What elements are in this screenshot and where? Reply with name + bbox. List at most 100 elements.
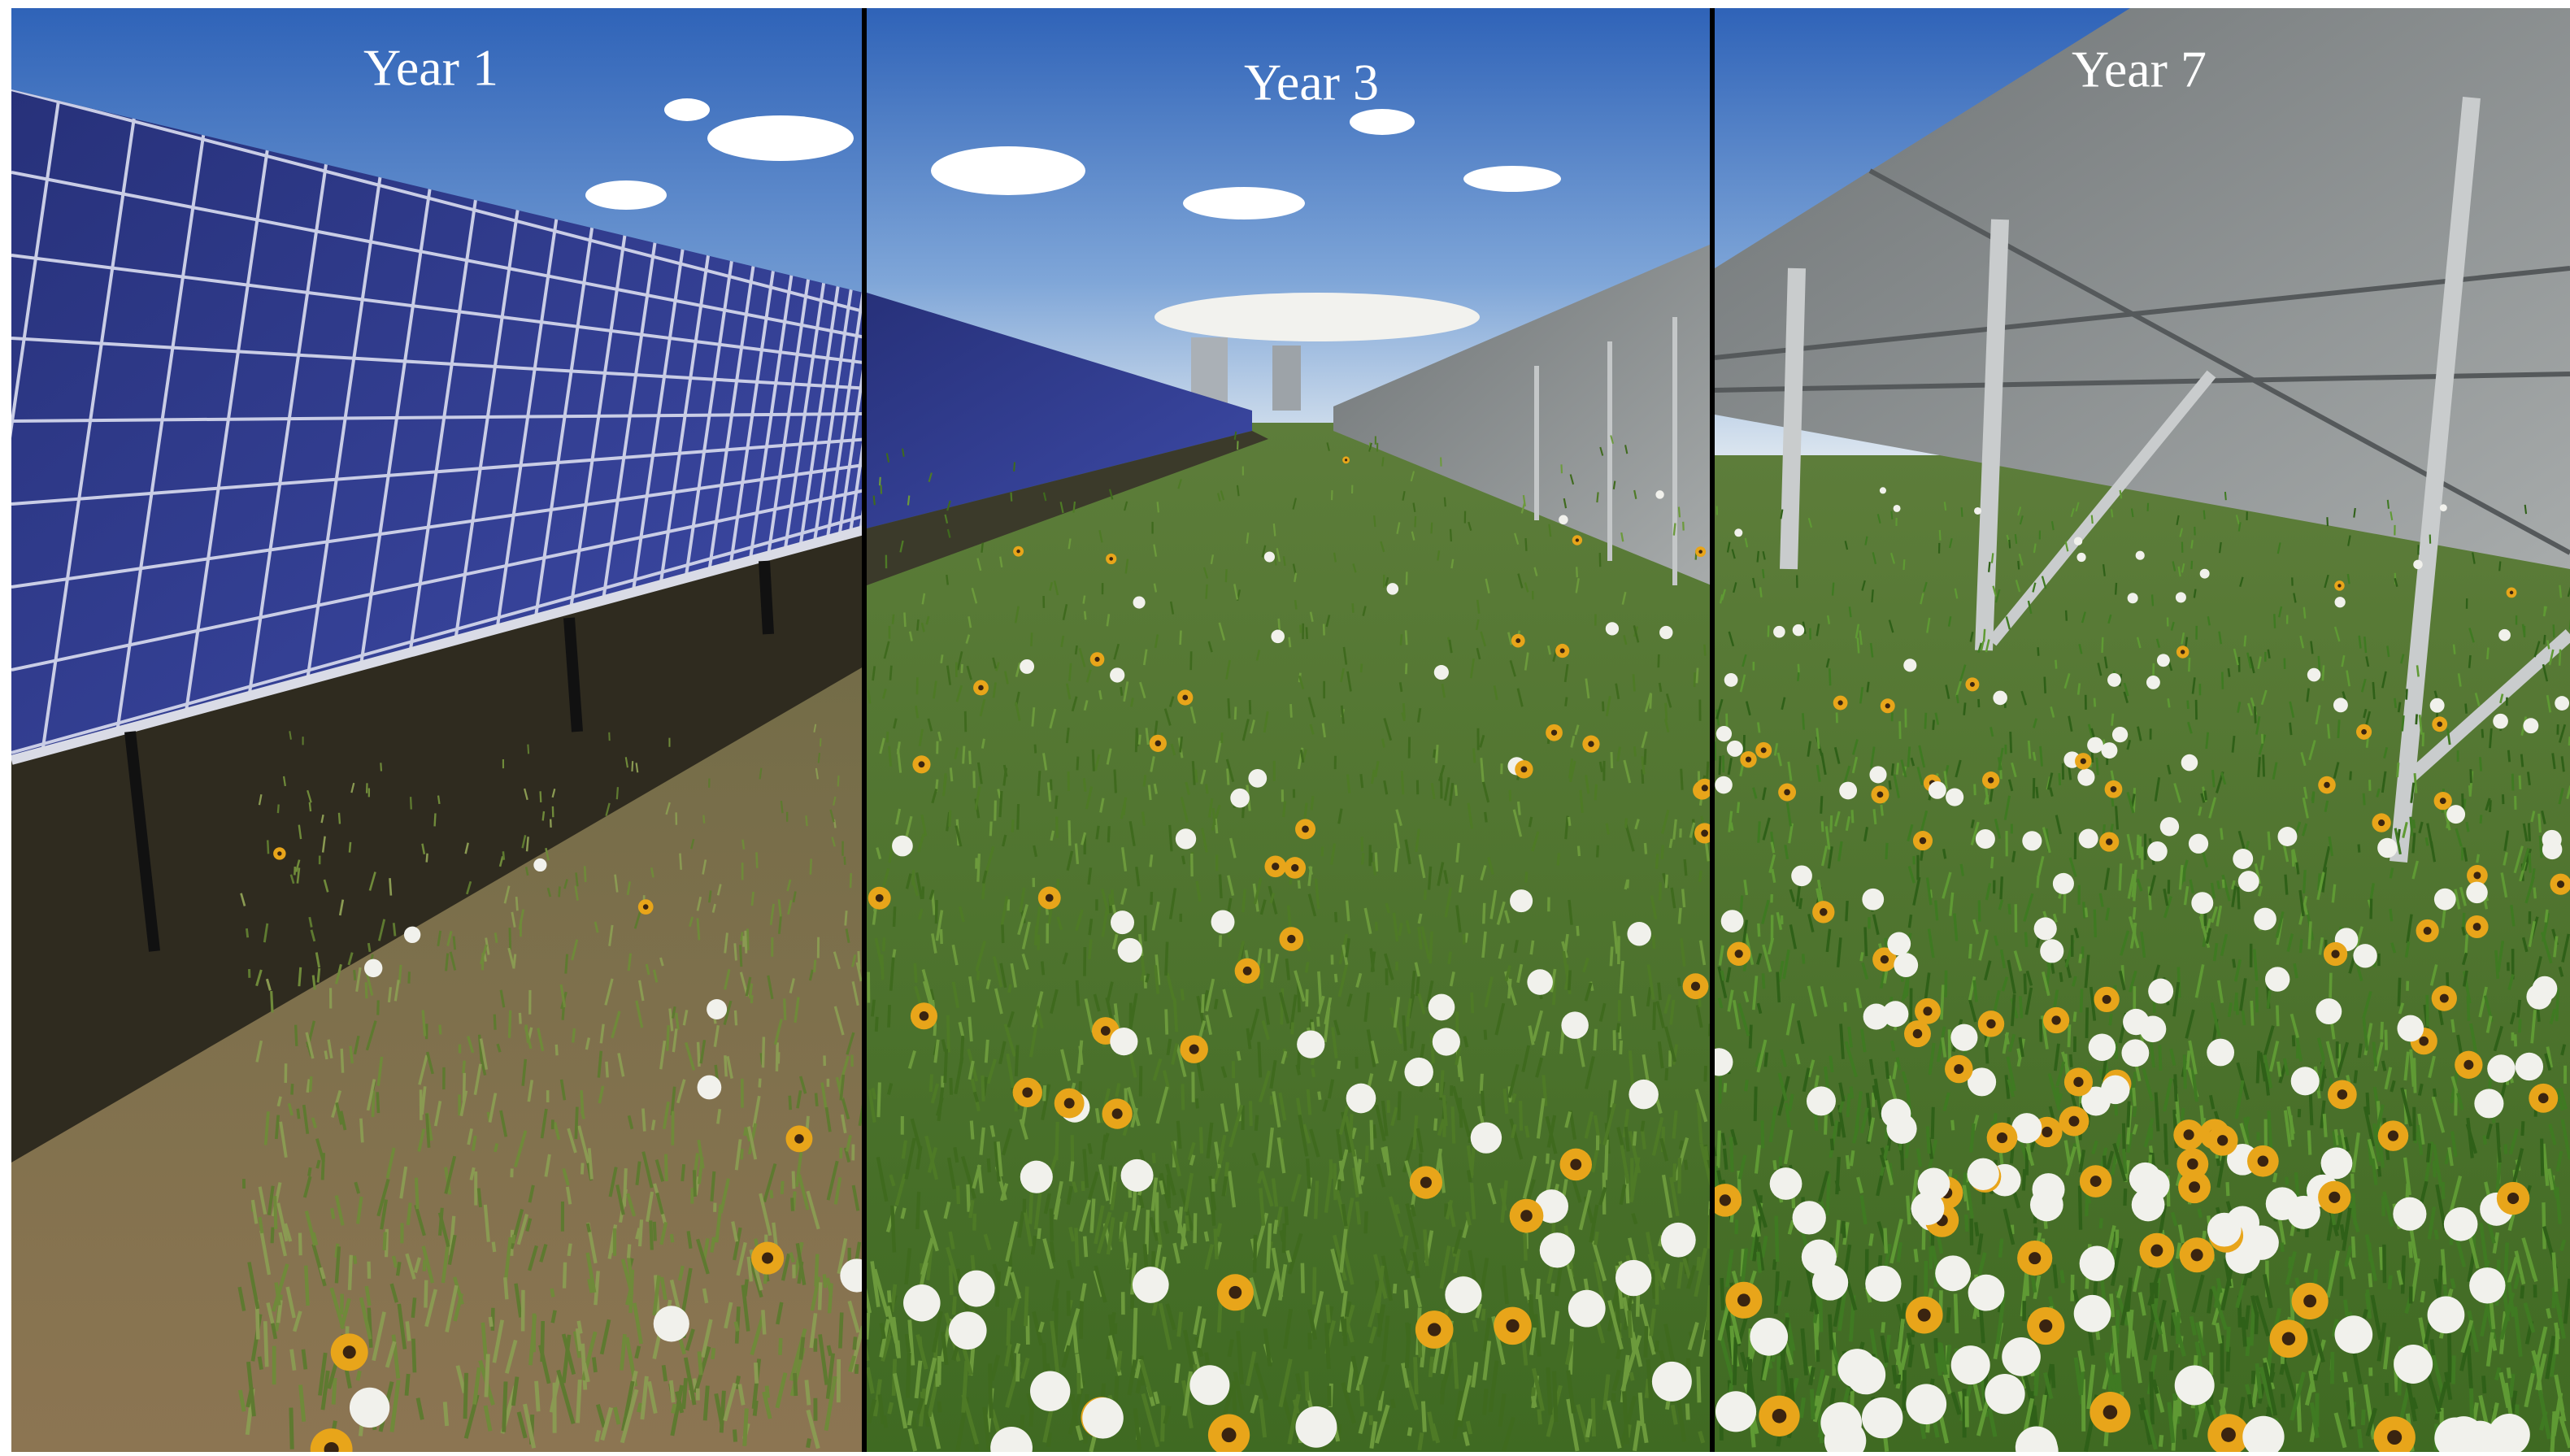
grass-blade [868,1089,876,1123]
grass-blade [781,1253,791,1281]
grass-blade [778,1337,783,1355]
grass-blade [2390,511,2394,521]
grass-blade [1660,845,1664,859]
grass-blade [1872,552,1877,565]
grass-blade [392,923,397,937]
grass-blade [1087,1143,1093,1154]
grass-blade [959,1036,965,1063]
grass-blade [681,1267,693,1315]
grass-blade [1021,921,1031,950]
grass-blade [1115,1350,1123,1372]
grass-blade [1632,1131,1637,1146]
grass-blade [1314,878,1320,910]
grass-blade [1184,1172,1194,1212]
grass-blade [627,953,633,971]
grass-blade [1468,521,1472,532]
grass-blade [1395,809,1402,827]
grass-blade [892,949,897,958]
grass-blade [1820,985,1828,1007]
grass-blade [1955,678,1963,698]
grass-blade [903,612,907,628]
grass-blade [2376,1166,2382,1177]
grass-blade [1816,728,1820,750]
grass-blade [974,786,981,811]
grass-blade [2276,1061,2282,1077]
grass-blade [1373,515,1376,528]
grass-blade [417,1128,426,1152]
grass-blade [1340,667,1345,683]
grass-blade [405,1321,411,1341]
grass-blade [1150,1177,1159,1211]
building [1272,346,1301,411]
grass-blade [2086,1364,2096,1410]
grass-blade [2376,788,2381,798]
grass-blade [304,1210,317,1246]
grass-blade [1999,876,2003,900]
grass-blade [1716,1130,1721,1168]
grass-blade [1789,924,1798,950]
white-flower [2127,593,2138,604]
grass-blade [2308,1093,2314,1126]
grass-blade [1197,1318,1207,1349]
grass-blade [1442,1094,1448,1127]
grass-blade [1166,1038,1172,1056]
grass-blade [1598,761,1603,772]
white-flower [2264,967,2290,992]
grass-blade [335,963,342,984]
grass-blade [615,1184,625,1215]
grass-blade [759,1193,772,1237]
grass-blade [1801,954,1806,964]
grass-blade [2411,832,2416,854]
grass-blade [2121,1148,2128,1175]
grass-blade [1182,1329,1194,1368]
legs [1780,96,2570,863]
flower-center [2331,950,2340,958]
grass-blade [278,1232,287,1257]
grass-blade [2302,797,2309,819]
grass-blade [2503,852,2508,866]
grass-blade [734,1139,742,1171]
grass-blade [2467,1310,2480,1353]
grass-blade [438,1024,442,1035]
grass-blade [1893,774,1900,798]
grass-blade [955,1185,961,1205]
grass-blade [1449,528,1453,542]
grass-blade [2169,1350,2175,1371]
white-flower [1627,921,1651,946]
grass-blade [1730,1128,1738,1146]
grass-blade [1418,854,1426,879]
grass-blade [1824,826,1831,850]
grass-blade [575,872,579,887]
grass-blade [1683,1159,1689,1171]
grass-blade [1005,1221,1018,1263]
grass-blade [2400,1087,2413,1127]
grass-blade [641,1151,654,1189]
grass-blade [1484,811,1488,823]
grass-blade [2055,815,2063,835]
flower-center [1876,791,1884,798]
cloud [931,146,1085,195]
grass-blade [968,616,972,628]
grass-blade [1575,578,1580,593]
white-flower [2111,727,2129,743]
grass-blade [1729,1137,1734,1172]
grass-blade [1381,1100,1389,1137]
grass-blade [624,757,628,768]
grass-blade [1481,780,1490,803]
flower-center [2103,1405,2118,1419]
grass-blade [2221,671,2224,689]
grass-blade [571,939,579,961]
flower-center [1228,1285,1242,1299]
flower-center [2509,590,2514,595]
grass-blade [2163,1124,2168,1165]
cloud [664,98,710,121]
grass-blade [723,1382,737,1422]
grass-blade [1145,973,1150,983]
grass-blade [979,1127,985,1155]
flower-center [2507,1192,2520,1205]
grass-blade [2411,1397,2419,1410]
flower-center [324,1441,339,1452]
flower-center [1954,1063,1964,1075]
grass-blade [2177,1224,2185,1244]
grass-blade [2182,1428,2187,1440]
